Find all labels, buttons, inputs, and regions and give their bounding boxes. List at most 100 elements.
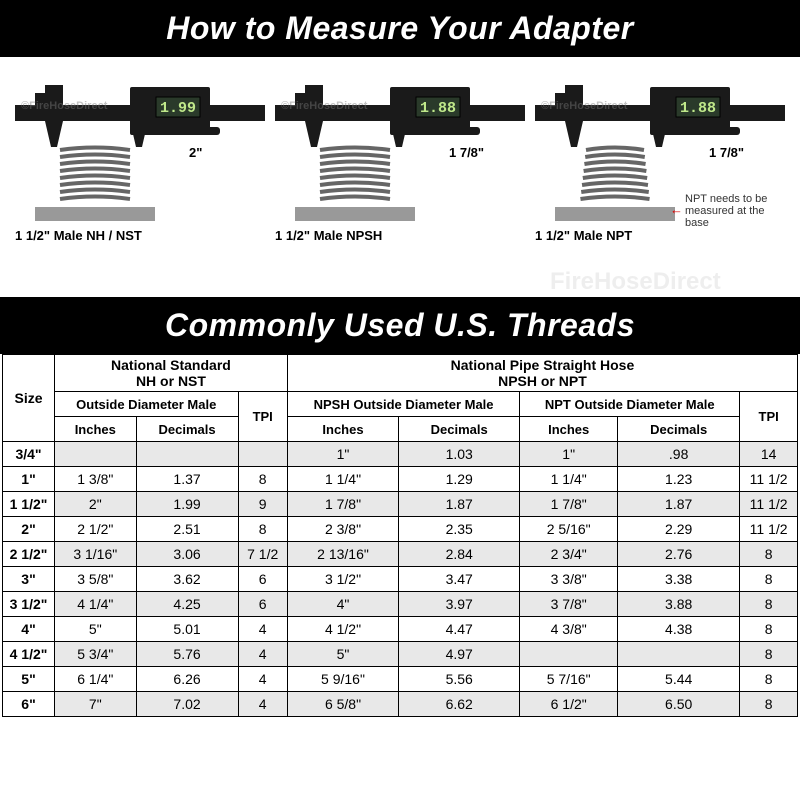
- table-row: 4 1/2" 5 3/4" 5.76 4 5" 4.97 8: [3, 642, 798, 667]
- cell: 2 5/16": [520, 517, 618, 542]
- table-row: 3/4" 1" 1.03 1" .98 14: [3, 442, 798, 467]
- svg-text:1.99: 1.99: [160, 100, 196, 117]
- cell: 1.87: [399, 492, 520, 517]
- cell: 5.76: [136, 642, 238, 667]
- cell: 6 5/8": [287, 692, 398, 717]
- cell: 6.62: [399, 692, 520, 717]
- cell: 2 3/8": [287, 517, 398, 542]
- cell: 5.44: [618, 667, 740, 692]
- cell: 3 5/8": [55, 567, 137, 592]
- cell-size: 3/4": [3, 442, 55, 467]
- cell: 5": [55, 617, 137, 642]
- cell: 2.35: [399, 517, 520, 542]
- col-decimals: Decimals: [136, 417, 238, 442]
- cell: 4 1/2": [287, 617, 398, 642]
- cell: 8: [238, 467, 287, 492]
- table-row: 3 1/2" 4 1/4" 4.25 6 4" 3.97 3 7/8" 3.88…: [3, 592, 798, 617]
- col-decimals: Decimals: [399, 417, 520, 442]
- cell: 11 1/2: [740, 467, 798, 492]
- cell-size: 1": [3, 467, 55, 492]
- cell: 6: [238, 592, 287, 617]
- table-title: Commonly Used U.S. Threads: [0, 297, 800, 354]
- dimension-label: 2": [189, 145, 202, 160]
- cell: 7.02: [136, 692, 238, 717]
- cell-size: 4 1/2": [3, 642, 55, 667]
- note-text: NPT needs to be measured at the base: [685, 193, 780, 229]
- cell: 1.37: [136, 467, 238, 492]
- cell-size: 3 1/2": [3, 592, 55, 617]
- cell: [136, 442, 238, 467]
- cell-size: 6": [3, 692, 55, 717]
- cell: 1 7/8": [287, 492, 398, 517]
- cell: 1 7/8": [520, 492, 618, 517]
- cell: 1.29: [399, 467, 520, 492]
- cell: [238, 442, 287, 467]
- svg-text:1.88: 1.88: [420, 100, 456, 117]
- diagram-caption: 1 1/2" Male NH / NST: [15, 228, 142, 243]
- col-npsh-od: NPSH Outside Diameter Male: [287, 392, 519, 417]
- cell: 5 9/16": [287, 667, 398, 692]
- arrow-icon: ←: [670, 202, 683, 217]
- table-row: 4" 5" 5.01 4 4 1/2" 4.47 4 3/8" 4.38 8: [3, 617, 798, 642]
- cell: 8: [740, 542, 798, 567]
- cell: 1.87: [618, 492, 740, 517]
- diagram-caption: 1 1/2" Male NPSH: [275, 228, 382, 243]
- cell: 8: [740, 617, 798, 642]
- table-row: 1" 1 3/8" 1.37 8 1 1/4" 1.29 1 1/4" 1.23…: [3, 467, 798, 492]
- cell: 2.84: [399, 542, 520, 567]
- cell: 14: [740, 442, 798, 467]
- cell: .98: [618, 442, 740, 467]
- cell: 3.47: [399, 567, 520, 592]
- cell-size: 5": [3, 667, 55, 692]
- cell: 4: [238, 692, 287, 717]
- cell: 4.38: [618, 617, 740, 642]
- cell: 1.99: [136, 492, 238, 517]
- cell: 4.97: [399, 642, 520, 667]
- cell: 8: [740, 592, 798, 617]
- main-title: How to Measure Your Adapter: [0, 0, 800, 57]
- cell: 11 1/2: [740, 492, 798, 517]
- cell: [520, 642, 618, 667]
- col-inches: Inches: [520, 417, 618, 442]
- cell: 8: [740, 642, 798, 667]
- table-row: 2" 2 1/2" 2.51 8 2 3/8" 2.35 2 5/16" 2.2…: [3, 517, 798, 542]
- col-group-nh: National Standard NH or NST: [55, 355, 288, 392]
- cell: 8: [740, 692, 798, 717]
- caliper-icon: ©FireHoseDirect 1.88 1 7/8" ←NPT needs t…: [535, 75, 785, 220]
- table-row: 1 1/2" 2" 1.99 9 1 7/8" 1.87 1 7/8" 1.87…: [3, 492, 798, 517]
- cell: 3.62: [136, 567, 238, 592]
- cell: 1 1/4": [520, 467, 618, 492]
- cell: 4: [238, 642, 287, 667]
- col-group-npsh: National Pipe Straight Hose NPSH or NPT: [287, 355, 797, 392]
- cell: 1.03: [399, 442, 520, 467]
- cell: 4.47: [399, 617, 520, 642]
- cell-size: 2": [3, 517, 55, 542]
- cell: 1": [520, 442, 618, 467]
- cell: 2.29: [618, 517, 740, 542]
- cell: [55, 442, 137, 467]
- cell: 3.97: [399, 592, 520, 617]
- threads-table: Size National Standard NH or NST Nationa…: [2, 354, 798, 717]
- cell-size: 4": [3, 617, 55, 642]
- table-row: 6" 7" 7.02 4 6 5/8" 6.62 6 1/2" 6.50 8: [3, 692, 798, 717]
- cell: 6 1/2": [520, 692, 618, 717]
- cell: 3 1/2": [287, 567, 398, 592]
- dimension-label: 1 7/8": [449, 145, 484, 160]
- cell-size: 2 1/2": [3, 542, 55, 567]
- cell: 4: [238, 667, 287, 692]
- cell: 1 1/4": [287, 467, 398, 492]
- cell: 4 1/4": [55, 592, 137, 617]
- cell: 11 1/2: [740, 517, 798, 542]
- cell: [618, 642, 740, 667]
- col-inches: Inches: [55, 417, 137, 442]
- caliper-diagram: ©FireHoseDirect 1.88 1 7/8" ←NPT needs t…: [535, 75, 785, 284]
- cell: 3 7/8": [520, 592, 618, 617]
- cell: 2 1/2": [55, 517, 137, 542]
- table-row: 3" 3 5/8" 3.62 6 3 1/2" 3.47 3 3/8" 3.38…: [3, 567, 798, 592]
- col-nh-od: Outside Diameter Male: [55, 392, 239, 417]
- col-inches: Inches: [287, 417, 398, 442]
- cell: 5 3/4": [55, 642, 137, 667]
- cell: 6: [238, 567, 287, 592]
- cell: 6 1/4": [55, 667, 137, 692]
- cell: 9: [238, 492, 287, 517]
